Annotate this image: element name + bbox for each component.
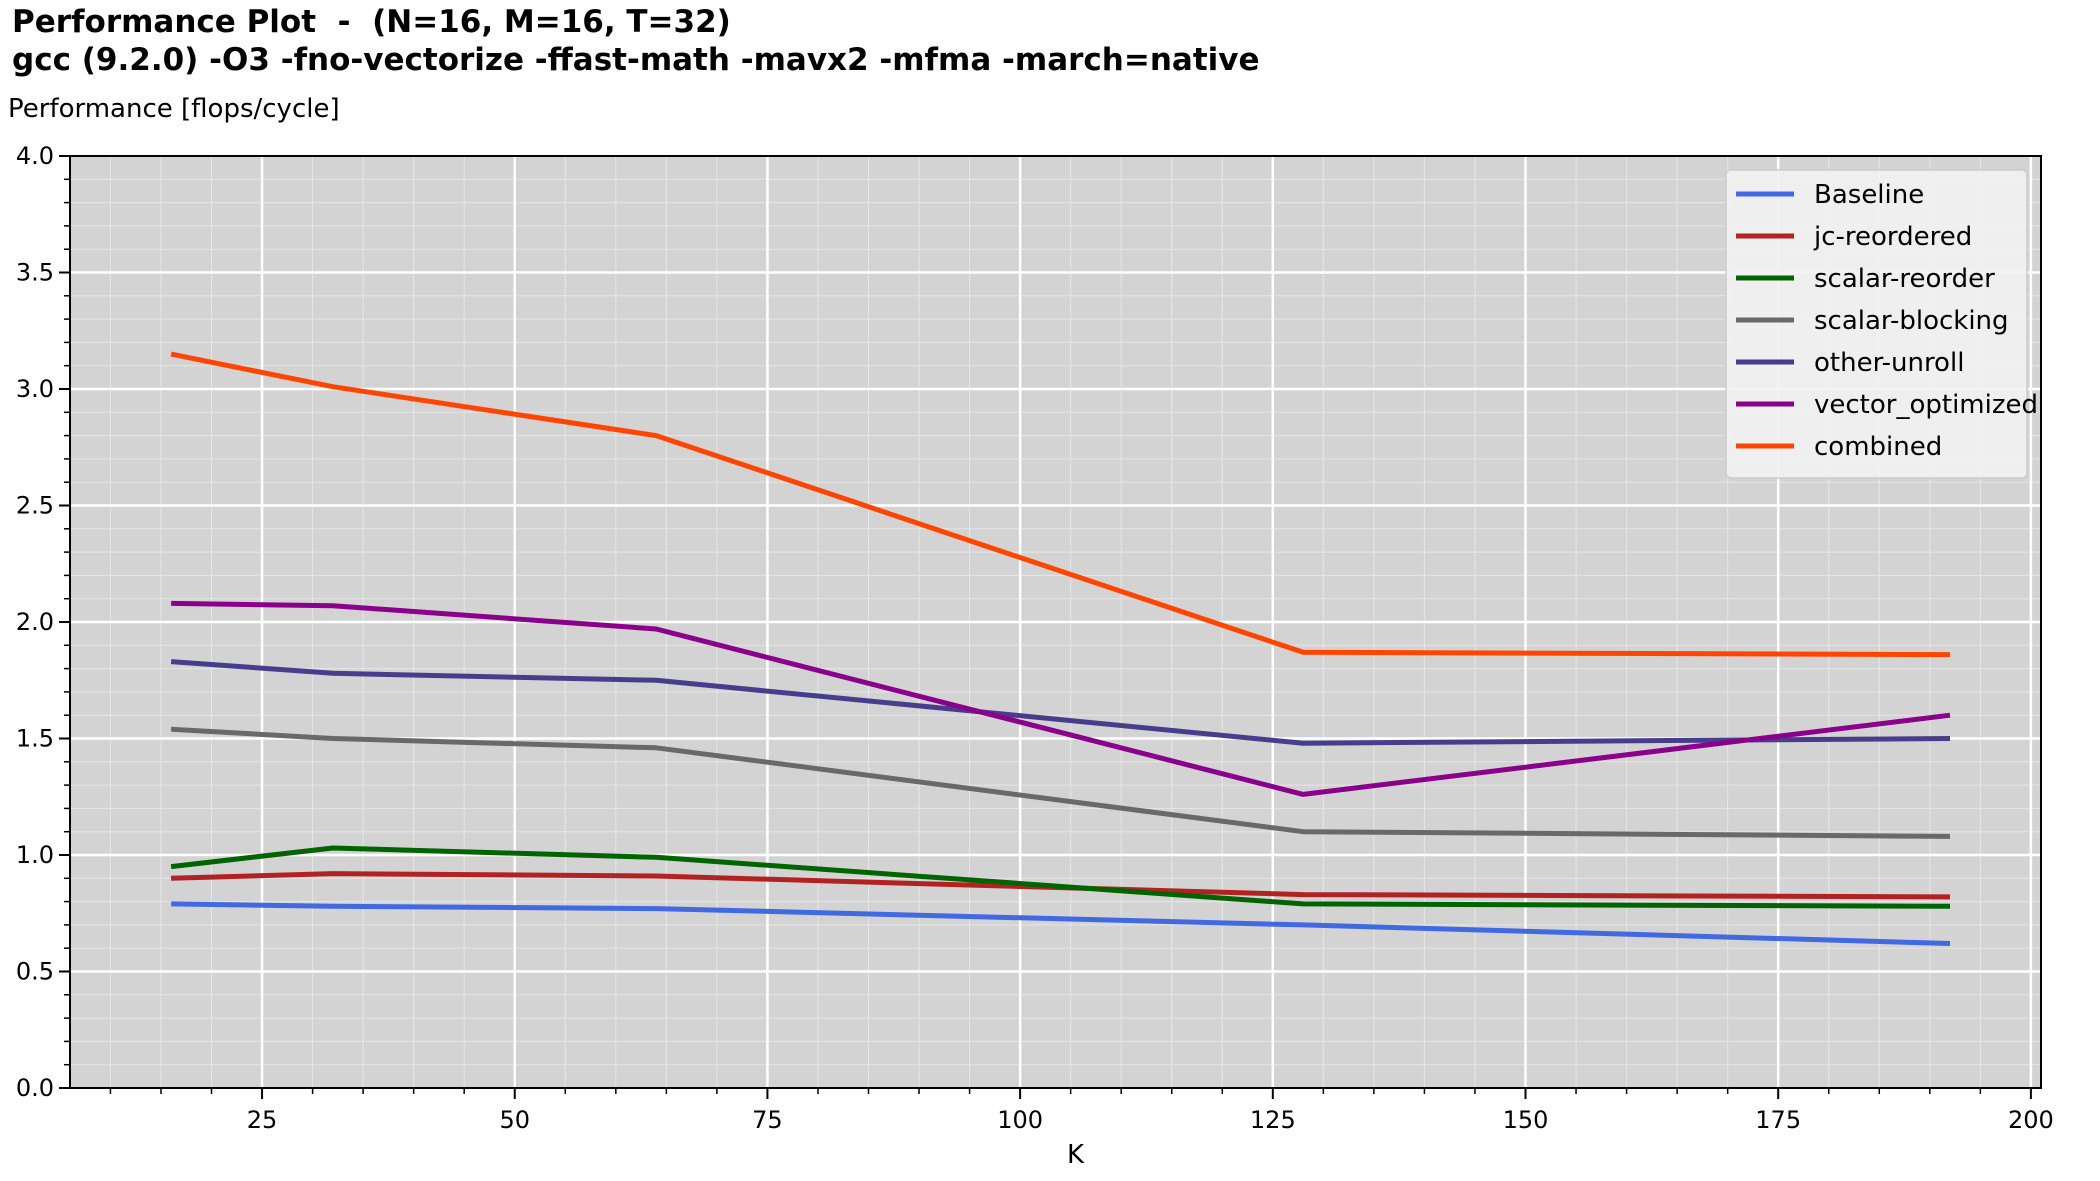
axis-ticks: 25 50 75 100 125 150 175 200 0.0 0.5 1.0 1.5 2.0 2.5 3… (16, 142, 2054, 1134)
legend-box (1725, 169, 2028, 479)
y-tick-label: 4.0 (16, 142, 54, 170)
legend-label: combined (1814, 432, 1942, 462)
legend-label: scalar-blocking (1814, 306, 2009, 336)
x-axis-label: K (1067, 1140, 1085, 1170)
series-lines (170, 351, 1951, 946)
x-tick-label: 125 (1250, 1106, 1296, 1134)
series-line-scalar-blocking (170, 726, 1951, 839)
y-tick-label: 2.0 (16, 608, 54, 636)
series-line-baseline (171, 901, 1951, 946)
major-grid (70, 156, 2041, 1088)
y-tick-label: 1.5 (16, 725, 54, 753)
y-tick-label: 2.5 (16, 492, 54, 520)
legend-label: Baseline (1814, 180, 1924, 210)
legend-label: vector_optimized (1814, 390, 2038, 420)
legend-label: jc-reordered (1813, 222, 1972, 252)
series-line-combined (170, 351, 1951, 658)
y-axis-label: Performance [flops/cycle] (8, 94, 340, 124)
y-tick-label: 1.0 (16, 841, 54, 869)
series-line-scalar-reorder (170, 845, 1951, 909)
y-tick-label: 0.5 (16, 958, 54, 986)
x-tick-label: 175 (1755, 1106, 1801, 1134)
series-line-other-unroll (170, 659, 1951, 746)
x-tick-label: 100 (997, 1106, 1043, 1134)
x-tick-label: 75 (752, 1106, 783, 1134)
x-tick-label: 150 (1503, 1106, 1549, 1134)
chart-title: Performance Plot - (N=16, M=16, T=32) (12, 4, 731, 40)
y-tick-label: 0.0 (16, 1074, 54, 1102)
chart-subtitle: gcc (9.2.0) -O3 -fno-vectorize -ffast-ma… (12, 42, 1260, 78)
x-tick-label: 25 (247, 1106, 278, 1134)
legend-label: other-unroll (1814, 348, 1964, 378)
series-line-vector-optimized (171, 600, 1951, 797)
y-tick-label: 3.5 (16, 259, 54, 287)
x-tick-label: 200 (2008, 1106, 2054, 1134)
x-tick-label: 50 (499, 1106, 530, 1134)
legend-label: scalar-reorder (1814, 264, 1995, 294)
legend: Baseline jc-reordered scalar-reorder scalar… (1725, 169, 2038, 479)
y-tick-label: 3.0 (16, 375, 54, 403)
series-line-jc-reordered (171, 871, 1951, 900)
